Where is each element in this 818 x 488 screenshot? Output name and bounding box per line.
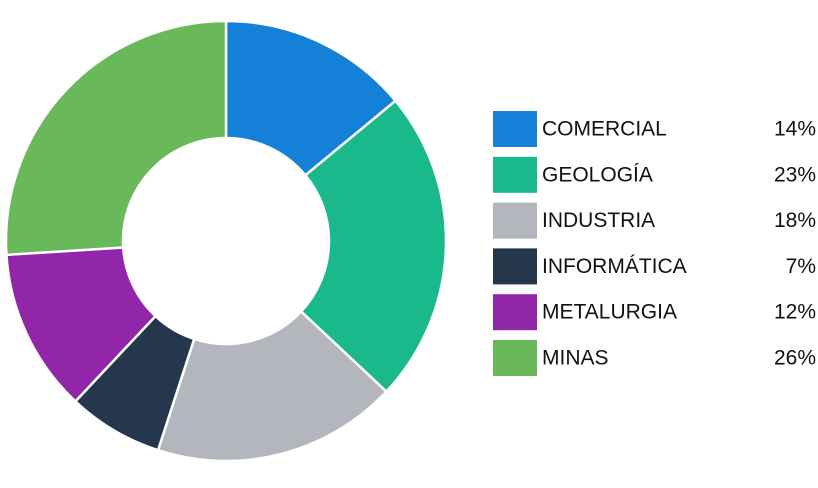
value-label: 14%: [774, 118, 816, 141]
donut-slice: [156, 309, 389, 463]
legend-swatch: [493, 156, 537, 193]
legend-swatch: [493, 202, 537, 239]
legend-swatch: [493, 294, 537, 331]
value-label: 26%: [774, 347, 816, 370]
donut-slice: [4, 19, 228, 257]
legend-label: INFORMÁTICA: [542, 255, 687, 278]
donut-slice: [224, 19, 398, 178]
value-label: 7%: [786, 255, 816, 278]
legend-label: COMERCIAL: [542, 118, 667, 141]
value-label: 18%: [774, 209, 816, 232]
legend-label: INDUSTRIA: [542, 209, 655, 232]
value-label: 12%: [774, 301, 816, 324]
donut-slice: [299, 99, 448, 394]
legend-swatch: [493, 340, 537, 376]
legend-label: GEOLOGÍA: [542, 163, 653, 186]
legend-swatch: [493, 111, 537, 147]
value-label: 23%: [774, 163, 816, 186]
legend-swatch: [493, 248, 537, 285]
legend-label: MINAS: [542, 347, 609, 370]
legend-label: METALURGIA: [542, 301, 677, 324]
